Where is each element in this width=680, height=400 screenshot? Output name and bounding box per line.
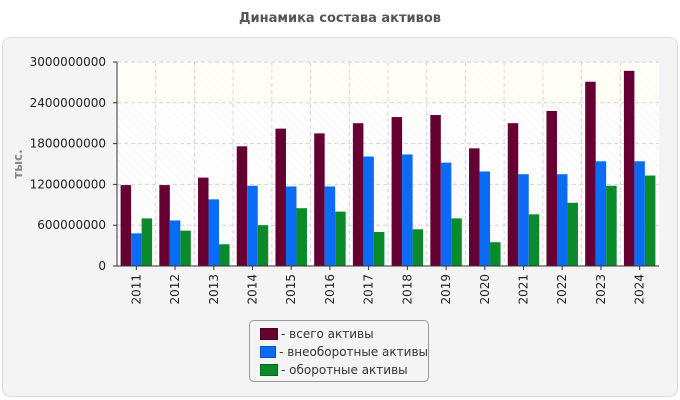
- legend-label-noncurrent-assets: - внеоборотные активы: [279, 345, 428, 359]
- bar-current-2012: [180, 230, 191, 266]
- y-tick-label: 1800000000: [30, 137, 106, 151]
- y-tick-label: 1200000000: [30, 177, 106, 191]
- x-tick-label: 2018: [400, 274, 414, 305]
- bar-total-2022: [546, 110, 557, 267]
- bar-total-2023: [585, 81, 596, 266]
- bar-total-2016: [314, 133, 325, 266]
- bar-current-2019: [451, 218, 462, 266]
- bar-current-2011: [141, 218, 153, 266]
- bar-noncurrent-2014: [247, 185, 258, 266]
- bar-noncurrent-2016: [324, 186, 336, 266]
- legend-item-current-assets: - оборотные активы: [260, 361, 428, 379]
- bar-noncurrent-2020: [479, 171, 491, 266]
- x-tick-label: 2016: [323, 274, 337, 305]
- bar-current-2017: [373, 232, 385, 266]
- x-tick-label: 2011: [129, 274, 143, 305]
- bar-current-2023: [606, 185, 617, 266]
- bar-noncurrent-2011: [131, 233, 142, 266]
- bar-noncurrent-2018: [402, 154, 413, 266]
- bar-total-2014: [236, 146, 248, 266]
- y-tick-label: 2400000000: [30, 96, 106, 110]
- legend-swatch-noncurrent-assets: [260, 346, 277, 358]
- x-tick-label: 2022: [555, 274, 569, 305]
- bar-noncurrent-2021: [518, 174, 529, 266]
- bar-total-2013: [198, 177, 209, 266]
- bar-noncurrent-2024: [634, 161, 645, 266]
- plot-area-band: [117, 62, 659, 103]
- bar-total-2017: [352, 123, 364, 266]
- x-tick-label: 2019: [439, 274, 453, 305]
- x-tick-label: 2024: [633, 274, 647, 305]
- x-ticks: 2011 2012 2013 2014 2015 2016 2017 2018 2019 2020…: [129, 266, 647, 305]
- bar-total-2018: [391, 117, 403, 266]
- bars: [120, 70, 656, 267]
- gridlines: [117, 61, 659, 266]
- bar-noncurrent-2019: [440, 162, 452, 266]
- x-tick-label: 2012: [168, 274, 182, 305]
- bar-total-2019: [430, 115, 441, 266]
- y-tick-label: 0: [98, 259, 106, 273]
- bar-current-2014: [257, 225, 269, 266]
- bar-current-2021: [528, 214, 540, 266]
- y-tick-label: 3000000000: [30, 55, 106, 69]
- bar-total-2021: [507, 123, 519, 266]
- x-tick-label: 2015: [284, 274, 298, 305]
- legend-swatch-total-assets: [260, 328, 278, 340]
- y-ticks: 0 600000000 1200000000 1800000000 2400000000…: [30, 55, 117, 273]
- bar-noncurrent-2015: [285, 186, 297, 266]
- legend-swatch-current-assets: [260, 364, 278, 376]
- legend: - всего активы - внеоборотные активы - о…: [249, 320, 429, 382]
- bar-current-2022: [567, 202, 578, 266]
- bar-current-2018: [412, 229, 424, 266]
- bar-total-2024: [623, 70, 635, 266]
- bar-noncurrent-2012: [169, 220, 181, 266]
- x-tick-label: 2020: [478, 274, 492, 305]
- x-tick-label: 2014: [246, 274, 260, 305]
- x-tick-label: 2023: [594, 274, 608, 305]
- x-tick-label: 2013: [207, 274, 221, 305]
- legend-label-current-assets: - оборотные активы: [281, 363, 408, 377]
- y-tick-label: 600000000: [37, 218, 106, 232]
- bar-total-2015: [275, 128, 286, 266]
- bar-noncurrent-2013: [208, 199, 220, 266]
- bar-total-2011: [120, 185, 132, 266]
- bar-noncurrent-2023: [595, 161, 607, 266]
- bar-total-2020: [469, 148, 480, 266]
- bar-noncurrent-2022: [556, 174, 568, 266]
- bar-noncurrent-2017: [363, 156, 374, 266]
- legend-label-total-assets: - всего активы: [281, 327, 374, 341]
- x-tick-label: 2021: [517, 274, 531, 305]
- chart-title: Динамика состава активов: [238, 11, 442, 26]
- bar-current-2016: [335, 211, 346, 266]
- bar-current-2013: [219, 244, 230, 266]
- bar-total-2012: [159, 185, 170, 266]
- bar-current-2020: [490, 242, 501, 266]
- bar-current-2024: [644, 175, 656, 266]
- x-tick-label: 2017: [362, 274, 376, 305]
- bar-current-2015: [296, 208, 307, 266]
- legend-item-noncurrent-assets: - внеоборотные активы: [260, 343, 428, 361]
- legend-item-total-assets: - всего активы: [260, 325, 428, 343]
- y-axis-label: тыс.: [11, 149, 25, 178]
